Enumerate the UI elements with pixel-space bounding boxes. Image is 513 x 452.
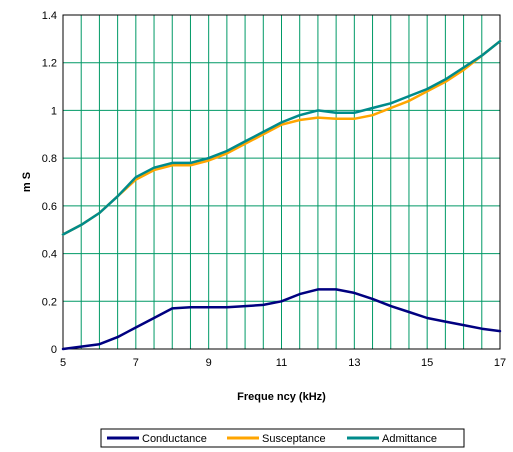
- chart-legend: Conductance Susceptance Admittance: [100, 428, 465, 448]
- y-tick-label: 1: [51, 105, 57, 117]
- legend-box: [100, 428, 465, 448]
- series-lines: [61, 39, 502, 351]
- susceptance-line: [61, 39, 502, 236]
- x-tick-label: 17: [494, 357, 506, 369]
- x-tick-label: 5: [60, 357, 66, 369]
- conductance-line: [61, 288, 502, 351]
- admittance-line: [61, 39, 502, 236]
- x-axis-tick-labels: 5 7 9 11 13 15 17: [60, 357, 506, 369]
- x-axis-title: Freque ncy (kHz): [237, 391, 326, 403]
- legend-label-susceptance: Susceptance: [262, 433, 326, 445]
- legend-label-admittance: Admittance: [382, 433, 437, 445]
- y-axis-tick-labels: 0 0.2 0.4 0.6 0.8 1 1.2 1.4: [42, 10, 57, 356]
- plot-area-frame: [62, 14, 501, 350]
- y-tick-label: 0: [51, 344, 57, 356]
- y-tick-label: 0.8: [42, 153, 57, 165]
- legend-label-conductance: Conductance: [142, 433, 207, 445]
- x-tick-label: 9: [206, 357, 212, 369]
- y-tick-label: 0.6: [42, 201, 57, 213]
- x-tick-label: 7: [133, 357, 139, 369]
- chart-gridlines: [63, 15, 500, 349]
- x-tick-label: 15: [421, 357, 433, 369]
- y-tick-label: 0.2: [42, 296, 57, 308]
- y-tick-label: 0.4: [42, 249, 57, 261]
- x-tick-label: 11: [276, 357, 287, 369]
- x-tick-label: 13: [348, 357, 360, 369]
- y-tick-label: 1.4: [42, 10, 57, 22]
- y-tick-label: 1.2: [42, 58, 57, 70]
- y-axis-title: m S: [21, 172, 33, 192]
